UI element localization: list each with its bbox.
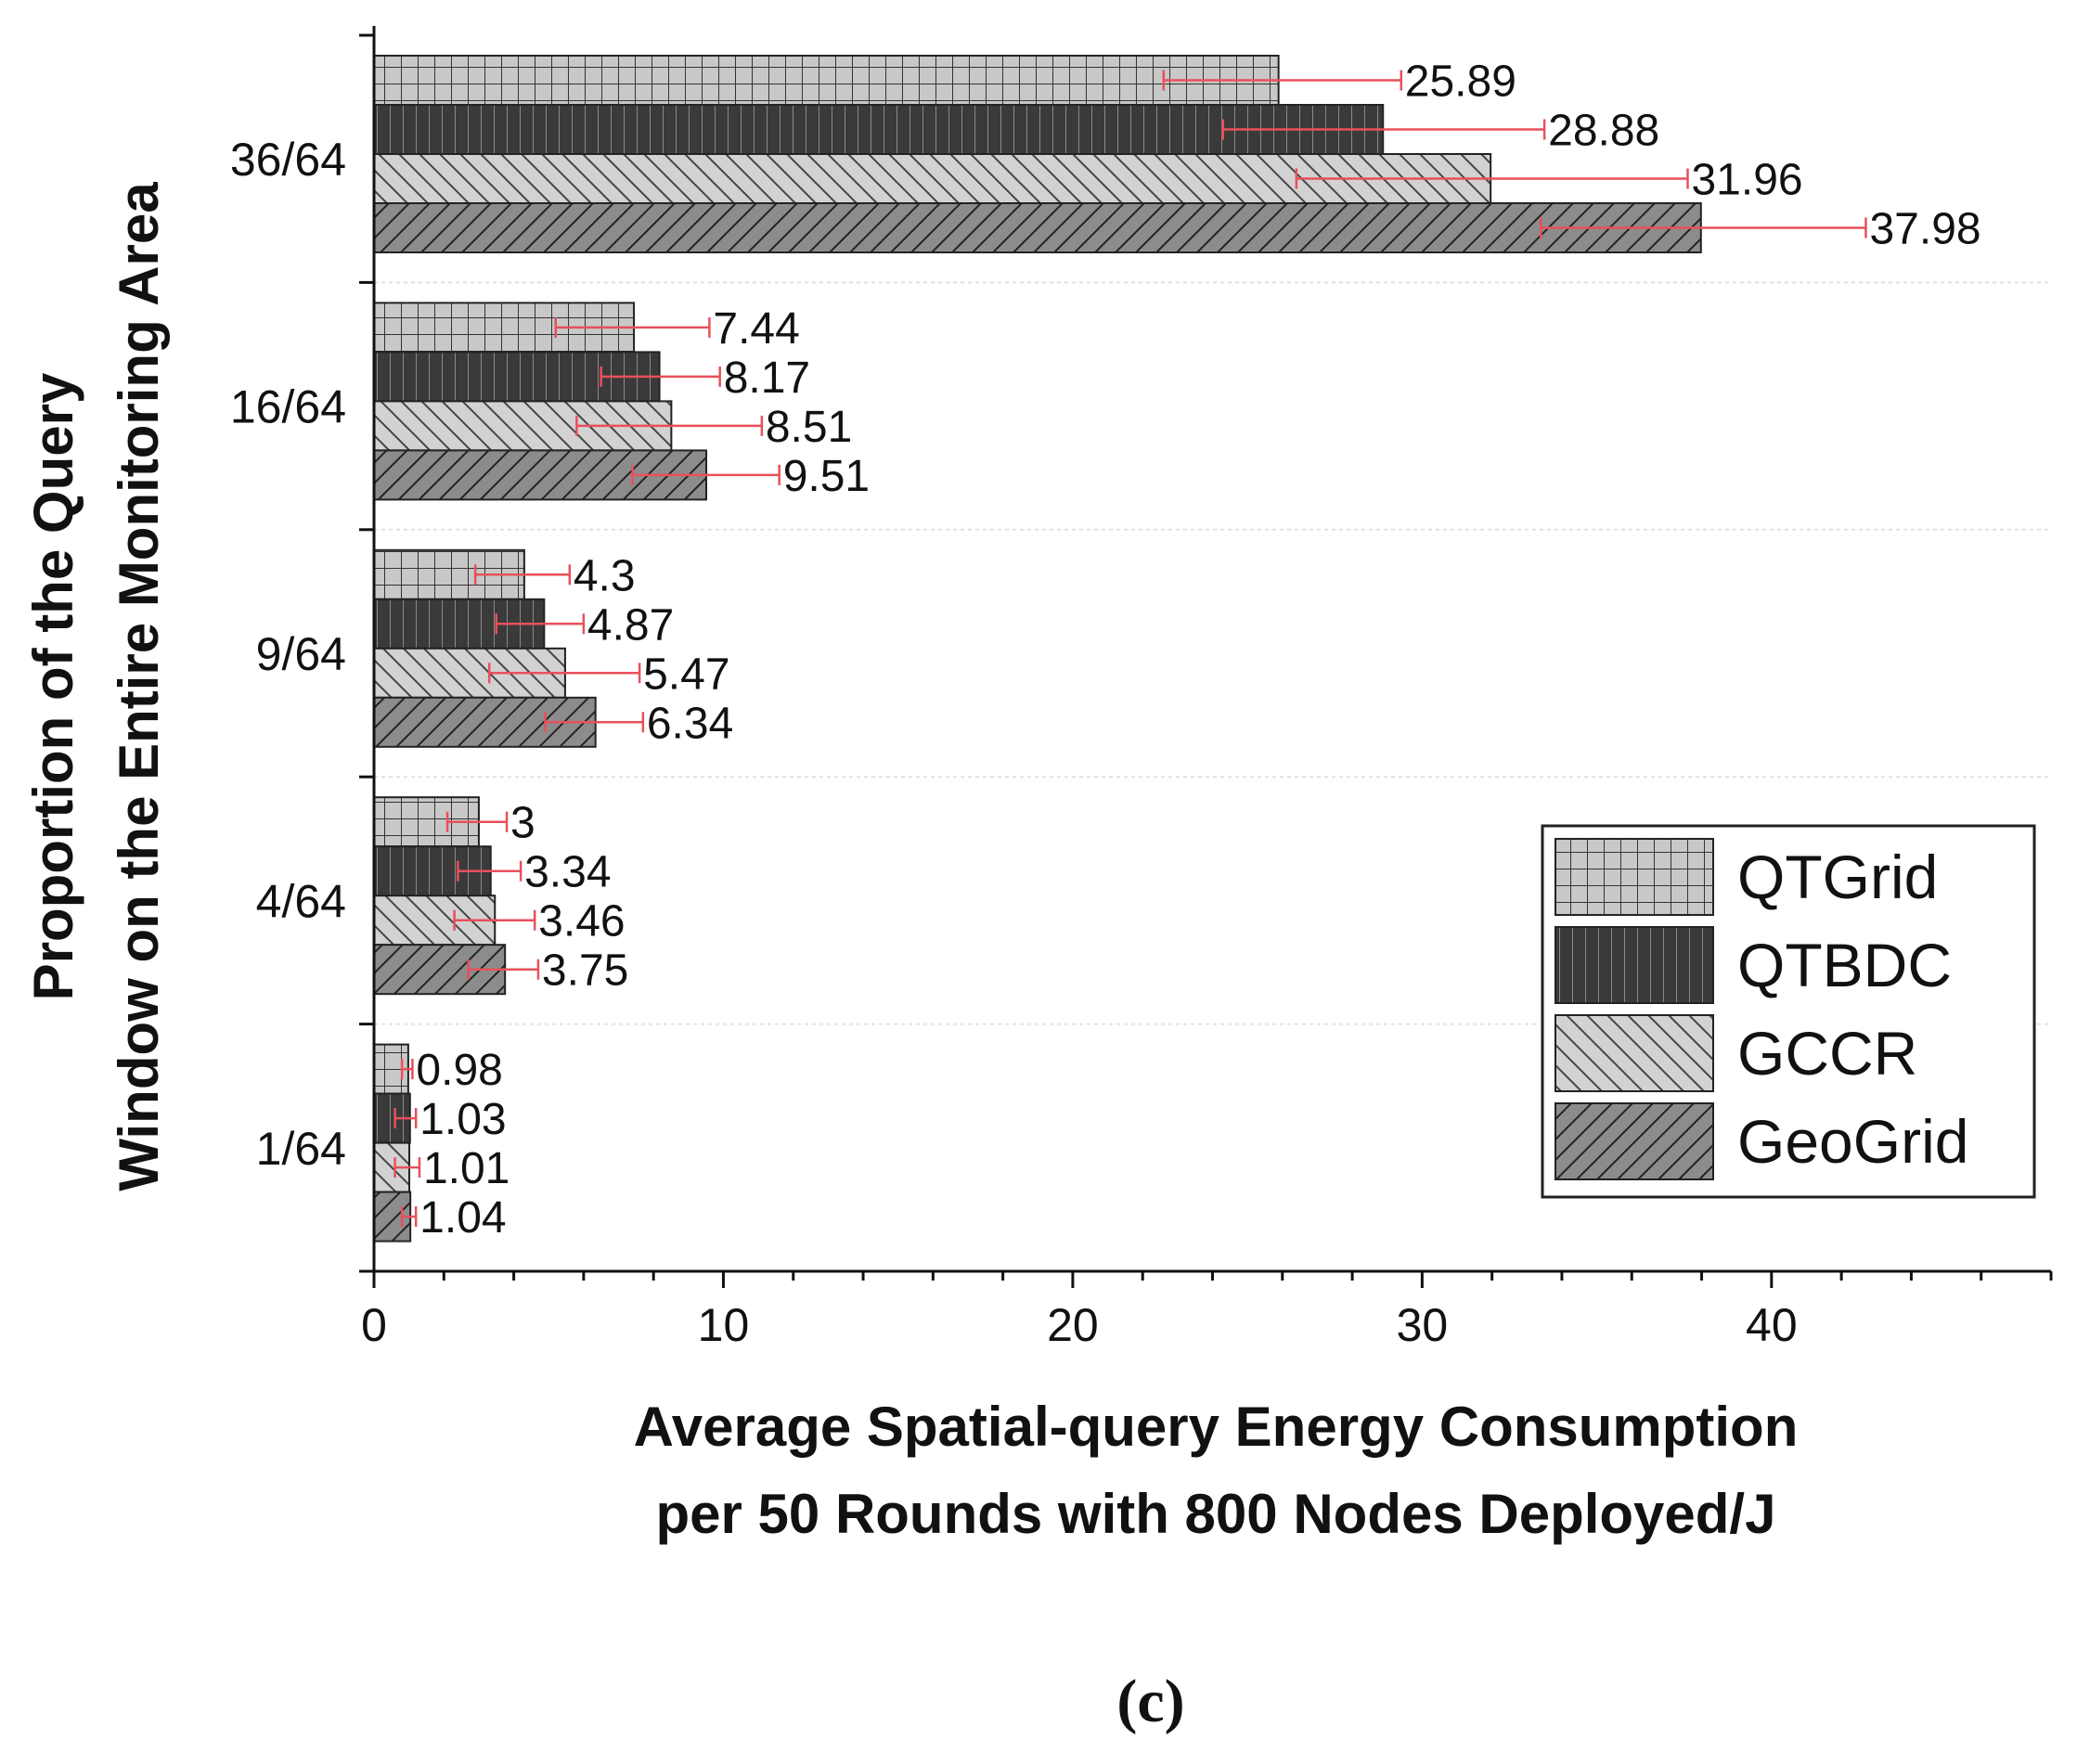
y-axis-title: Proportion of the Query Window on the En…	[22, 182, 170, 1191]
legend-label: QTBDC	[1737, 931, 1952, 999]
error-bar	[1221, 119, 1546, 140]
x-tick-label: 40	[1746, 1299, 1798, 1351]
data-label: 0.98	[416, 1046, 502, 1095]
legend-label: QTGrid	[1737, 843, 1938, 911]
y-tick-label: 9/64	[256, 628, 346, 680]
data-label: 4.3	[574, 551, 636, 600]
y-tick-label: 16/64	[230, 381, 346, 433]
data-label: 1.04	[419, 1193, 506, 1243]
data-label: 1.03	[419, 1095, 506, 1144]
data-label: 5.47	[643, 650, 729, 699]
error-bar	[445, 811, 509, 832]
panel-label: (c)	[1116, 1667, 1184, 1735]
error-bar	[495, 613, 586, 635]
data-label: 3.34	[524, 848, 611, 897]
legend-label: GeoGrid	[1737, 1107, 1968, 1176]
data-label: 3	[510, 799, 535, 848]
x-tick-label: 30	[1397, 1299, 1449, 1351]
error-bar	[544, 712, 645, 733]
x-axis-title-line-1: Average Spatial-query Energy Consumption	[634, 1396, 1799, 1458]
y-tick-label: 4/64	[256, 875, 346, 927]
x-axis-title-line-2: per 50 Rounds with 800 Nodes Deployed/J	[656, 1483, 1776, 1545]
data-label: 1.01	[423, 1144, 510, 1193]
data-label: 31.96	[1691, 156, 1802, 205]
legend-item-gccr: GCCR	[1555, 1014, 1917, 1092]
legend-swatch	[1555, 838, 1714, 916]
legend-item-qtbdc: QTBDC	[1555, 926, 1952, 1004]
data-label: 28.88	[1548, 107, 1659, 156]
data-label: 3.75	[542, 946, 628, 996]
error-bar	[575, 415, 764, 436]
legend-item-qtgrid: QTGrid	[1555, 838, 1938, 916]
data-label: 37.98	[1869, 205, 1980, 254]
x-tick-label: 20	[1047, 1299, 1099, 1351]
x-tick-label: 10	[698, 1299, 750, 1351]
y-tick-label: 36/64	[230, 134, 346, 186]
legend-item-geogrid: GeoGrid	[1555, 1102, 1968, 1180]
error-bar	[400, 1059, 414, 1080]
data-label: 7.44	[713, 304, 799, 354]
error-bar	[1540, 217, 1867, 238]
data-label: 8.17	[724, 354, 810, 403]
error-bar	[393, 1157, 421, 1178]
data-label: 8.51	[766, 403, 852, 452]
y-tick-label: 1/64	[256, 1123, 346, 1175]
data-label: 4.87	[587, 600, 674, 650]
y-axis-title-line-2: Window on the Entire Monitoring Area	[108, 182, 170, 1191]
legend-label: GCCR	[1737, 1019, 1917, 1088]
data-label: 6.34	[647, 699, 733, 748]
data-label: 3.46	[538, 897, 625, 946]
data-label: 9.51	[783, 452, 870, 501]
bar-geogrid-36-64	[373, 202, 1702, 253]
error-bar	[400, 1206, 418, 1228]
error-bar	[487, 663, 641, 684]
bar-qtgrid-36-64	[373, 55, 1280, 106]
error-bar	[554, 316, 711, 338]
error-bar	[473, 564, 572, 586]
legend-swatch	[1555, 1102, 1714, 1180]
error-bar	[631, 464, 780, 485]
error-bar	[457, 860, 522, 882]
bar-qtbdc-36-64	[373, 104, 1385, 155]
x-tick-label: 0	[361, 1299, 387, 1351]
x-axis-title: Average Spatial-query Energy Consumption…	[634, 1396, 1799, 1545]
legend-swatch	[1555, 1014, 1714, 1092]
legend-swatch	[1555, 926, 1714, 1004]
y-axis-title-line-1: Proportion of the Query	[22, 372, 84, 1000]
error-bar	[1162, 70, 1403, 91]
error-bar	[600, 366, 721, 387]
legend: QTGrid QTBDC GCCR GeoGrid	[1541, 824, 2036, 1199]
error-bar	[1295, 168, 1689, 189]
error-bar	[453, 909, 536, 931]
error-bar	[393, 1108, 418, 1129]
error-bar	[467, 959, 540, 980]
data-label: 25.89	[1405, 58, 1516, 107]
